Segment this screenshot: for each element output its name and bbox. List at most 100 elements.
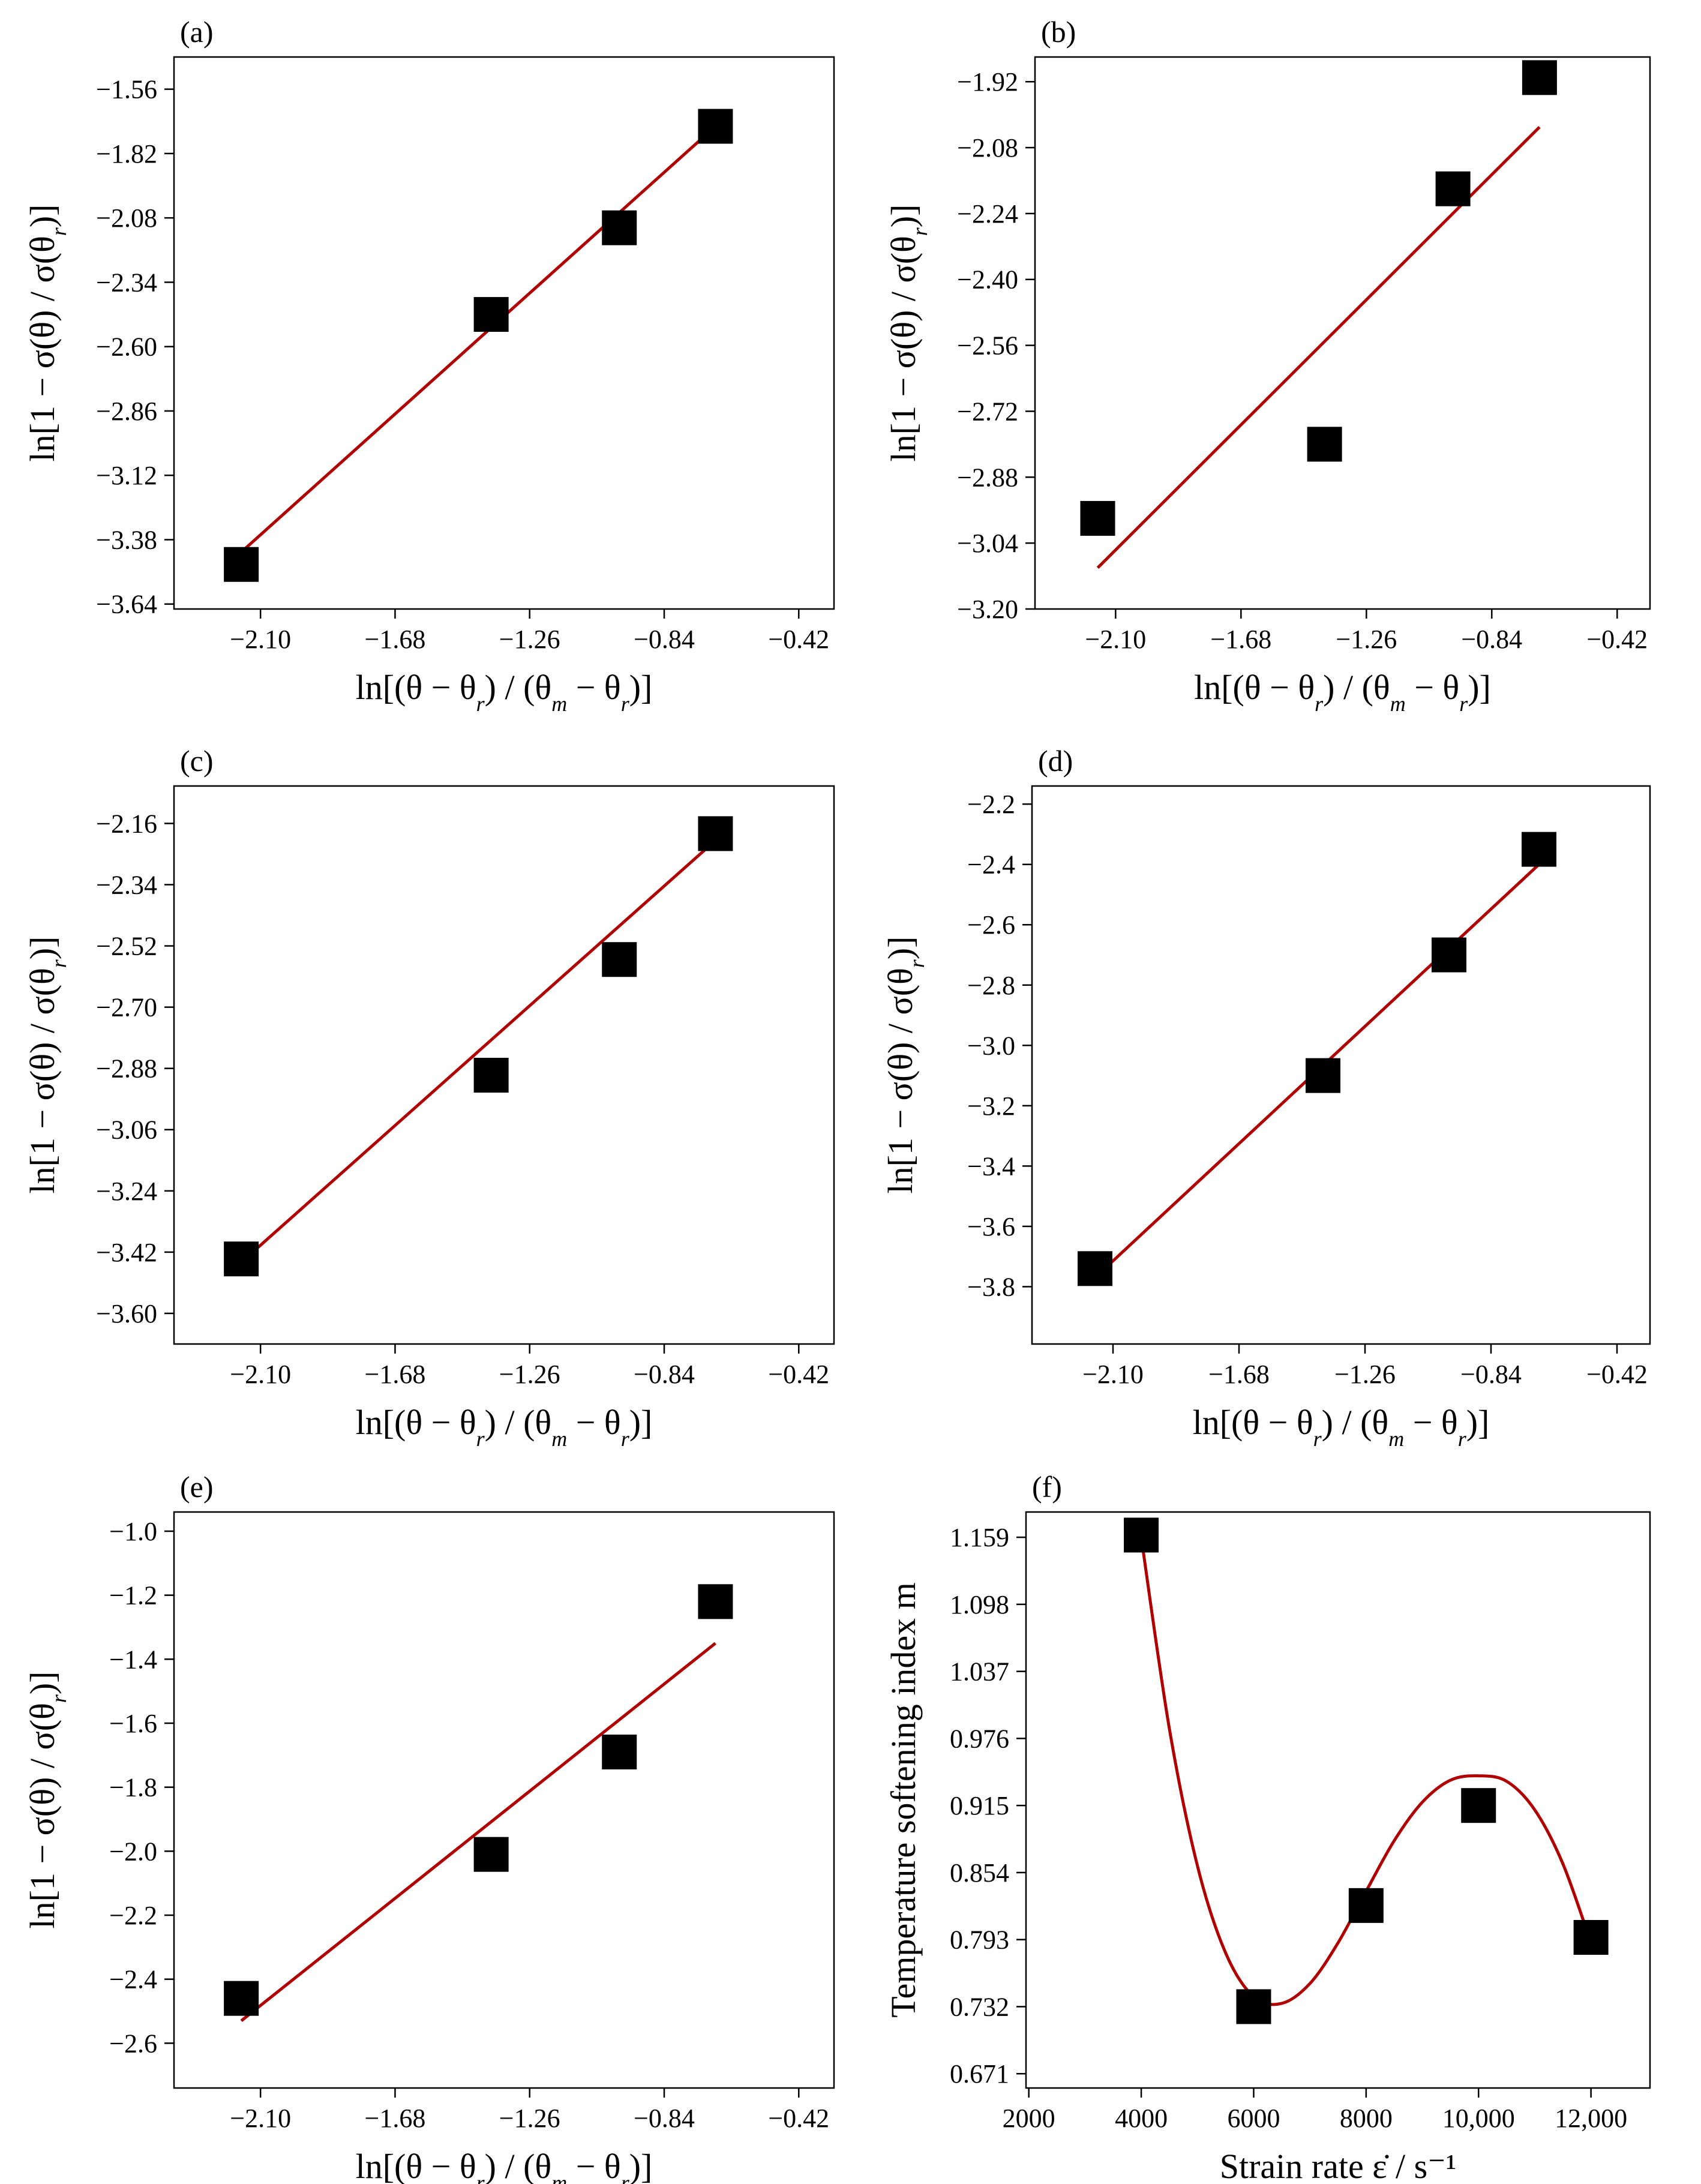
panel-c: (c) −2.10 −1.68 −1.26 −0.84 −0.42 −3.60 −3.42 −3… bbox=[23, 744, 835, 1451]
y-tick-label: −3.8 bbox=[967, 1272, 1015, 1301]
x-tick-label: −1.26 bbox=[499, 1360, 560, 1389]
y-tick-label: −2.08 bbox=[96, 203, 157, 233]
x-tick-label: −1.68 bbox=[365, 1360, 426, 1389]
data-point bbox=[1522, 60, 1557, 95]
y-tick-label: 1.098 bbox=[950, 1590, 1009, 1619]
data-point bbox=[1522, 832, 1556, 867]
data-point bbox=[1124, 1517, 1159, 1553]
data-point bbox=[1432, 937, 1466, 973]
x-tick-label: −0.42 bbox=[1586, 1360, 1648, 1389]
y-tick-label: −1.92 bbox=[957, 67, 1018, 97]
x-axis-title: Strain rate ε̇ / s⁻¹ bbox=[1220, 2147, 1457, 2184]
plot-frame bbox=[1034, 56, 1651, 610]
y-tick-label: −1.56 bbox=[96, 75, 157, 104]
data-point bbox=[1435, 171, 1471, 206]
y-tick-label: −2.16 bbox=[96, 809, 157, 838]
fit-line bbox=[240, 839, 717, 1264]
data-point bbox=[1236, 1989, 1271, 2024]
y-axis-title: ln[1 − σ(θ) / σ(θr)] bbox=[23, 937, 71, 1194]
panel-label: (b) bbox=[1041, 15, 1076, 49]
x-axis-title: ln[(θ − θr) / (θm − θr)] bbox=[1193, 1403, 1490, 1451]
y-tick-label: 0.793 bbox=[950, 1925, 1009, 1955]
y-tick-label: −3.38 bbox=[96, 525, 157, 554]
data-point bbox=[602, 942, 637, 977]
y-tick-label: −1.2 bbox=[109, 1581, 157, 1610]
y-tick-label: −2.40 bbox=[957, 265, 1018, 295]
x-tick-label: −0.42 bbox=[1586, 625, 1648, 654]
y-tick-label: −1.82 bbox=[96, 139, 157, 169]
data-point bbox=[1348, 1888, 1384, 1923]
y-tick-label: −3.06 bbox=[96, 1115, 157, 1145]
y-tick-label: −2.4 bbox=[967, 850, 1015, 880]
y-tick-label: −2.2 bbox=[109, 1901, 157, 1930]
x-tick-label: −1.26 bbox=[1336, 625, 1397, 654]
x-tick-label: 2000 bbox=[1003, 2104, 1055, 2133]
x-tick-label: −1.26 bbox=[499, 2104, 560, 2133]
plot-frame bbox=[173, 785, 835, 1345]
y-tick-label: −2.0 bbox=[109, 1837, 157, 1866]
y-tick-label: −3.24 bbox=[96, 1177, 157, 1206]
y-tick-label: −1.8 bbox=[109, 1773, 157, 1802]
data-point bbox=[1461, 1788, 1496, 1823]
x-tick-label: −1.68 bbox=[365, 625, 426, 654]
panel-label: (d) bbox=[1038, 744, 1073, 778]
y-tick-label: 0.976 bbox=[950, 1724, 1009, 1753]
data-point bbox=[1080, 500, 1115, 536]
x-tick-label: −0.84 bbox=[634, 1360, 695, 1389]
data-point bbox=[1573, 1920, 1609, 1955]
data-point bbox=[473, 1837, 509, 1872]
x-tick-label: −1.68 bbox=[1210, 625, 1271, 654]
plot-frame bbox=[173, 56, 835, 610]
y-tick-label: −2.2 bbox=[967, 790, 1015, 819]
x-tick-label: 6000 bbox=[1227, 2104, 1280, 2133]
y-axis-title: Temperature softening index m bbox=[884, 1582, 923, 2018]
y-tick-label: 0.915 bbox=[950, 1791, 1009, 1820]
y-tick-label: −2.88 bbox=[957, 463, 1018, 492]
y-tick-label: 0.732 bbox=[950, 1992, 1009, 2021]
y-tick-label: −1.0 bbox=[109, 1517, 157, 1546]
x-tick-label: −0.84 bbox=[1461, 625, 1522, 654]
panel-label: (e) bbox=[180, 1470, 214, 1504]
y-tick-label: −3.04 bbox=[957, 529, 1018, 558]
y-tick-label: −2.4 bbox=[109, 1965, 157, 1994]
y-tick-label: −2.34 bbox=[96, 870, 157, 899]
x-tick-label: −1.26 bbox=[499, 625, 560, 654]
y-tick-label: −2.08 bbox=[957, 133, 1018, 163]
x-axis-title: ln[(θ − θr) / (θm − θr)] bbox=[356, 2147, 653, 2184]
y-tick-label: −2.6 bbox=[967, 910, 1015, 940]
x-tick-label: −2.10 bbox=[230, 625, 291, 654]
y-tick-label: −3.4 bbox=[967, 1151, 1015, 1181]
x-axis-title: ln[(θ − θr) / (θm − θr)] bbox=[356, 668, 653, 716]
y-tick-label: −3.20 bbox=[957, 595, 1018, 624]
y-tick-label: −2.56 bbox=[957, 331, 1018, 361]
y-tick-label: 1.159 bbox=[950, 1523, 1009, 1552]
panel-label: (c) bbox=[180, 744, 214, 778]
x-tick-label: −1.68 bbox=[1208, 1360, 1270, 1389]
panel-label: (f) bbox=[1032, 1470, 1062, 1504]
y-axis-title: ln[1 − σ(θ) / σ(θr)] bbox=[23, 1672, 71, 1929]
panel-e: (e) −2.10 −1.68 −1.26 −0.84 −0.42 −2.6 −2.4 −2.2… bbox=[23, 1470, 835, 2184]
data-point bbox=[602, 210, 637, 245]
x-tick-label: −0.84 bbox=[634, 2104, 695, 2133]
fit-line bbox=[1096, 125, 1541, 569]
data-point bbox=[698, 816, 733, 851]
y-tick-label: −3.6 bbox=[967, 1212, 1015, 1241]
panel-b: (b) −2.10 −1.68 −1.26 −0.84 −0.42 −3.20 −3.04 −2… bbox=[884, 15, 1651, 716]
data-point bbox=[473, 297, 509, 332]
panel-d: (d) −2.10 −1.68 −1.26 −0.84 −0.42 −3.8 −3.6 −3.4… bbox=[881, 744, 1651, 1451]
x-tick-label: 12,000 bbox=[1555, 2104, 1627, 2133]
y-tick-label: −3.64 bbox=[96, 590, 157, 619]
panel-a: (a) −2.10 −1.68 −1.26 −0.84 −0.42 −3.64 −3.38 −3… bbox=[23, 15, 835, 716]
y-tick-label: −2.34 bbox=[96, 268, 157, 297]
x-tick-label: −0.84 bbox=[1460, 1360, 1522, 1389]
x-tick-label: −2.10 bbox=[1085, 625, 1146, 654]
x-tick-label: −1.68 bbox=[365, 2104, 426, 2133]
y-tick-label: −1.4 bbox=[109, 1645, 157, 1674]
x-axis-title: ln[(θ − θr) / (θm − θr)] bbox=[356, 1403, 653, 1451]
y-tick-label: −2.24 bbox=[957, 199, 1018, 229]
data-point bbox=[1078, 1251, 1112, 1286]
data-point bbox=[698, 1584, 733, 1619]
x-tick-label: −2.10 bbox=[230, 2104, 291, 2133]
x-tick-label: 4000 bbox=[1115, 2104, 1168, 2133]
